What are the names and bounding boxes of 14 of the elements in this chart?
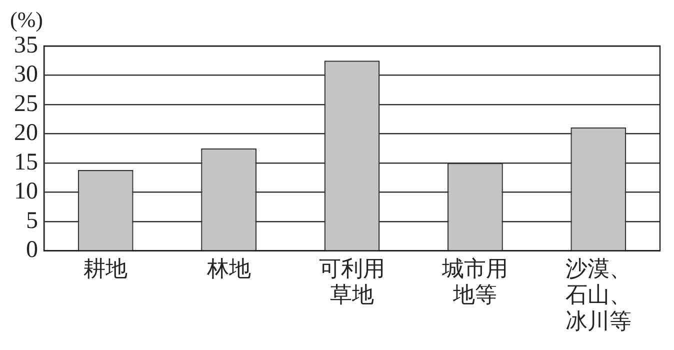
x-tick-label: 可利用草地	[319, 256, 385, 308]
y-tick-label: 25	[14, 90, 38, 117]
y-axis-title: (%)	[10, 6, 43, 32]
y-tick-label: 5	[26, 208, 38, 234]
x-tick-label: 沙漠、石山、冰川等	[565, 256, 632, 334]
y-tick-label: 35	[14, 32, 38, 58]
y-tick-label: 15	[14, 149, 38, 176]
x-tick-label: 城市用地等	[441, 256, 508, 308]
x-tick-label: 林地	[206, 256, 251, 281]
y-tick-label: 0	[26, 237, 38, 264]
y-tick-label: 20	[14, 120, 38, 146]
y-tick-label: 10	[14, 178, 38, 205]
y-tick-label: 30	[14, 62, 38, 88]
x-tick-label: 耕地	[84, 256, 128, 281]
